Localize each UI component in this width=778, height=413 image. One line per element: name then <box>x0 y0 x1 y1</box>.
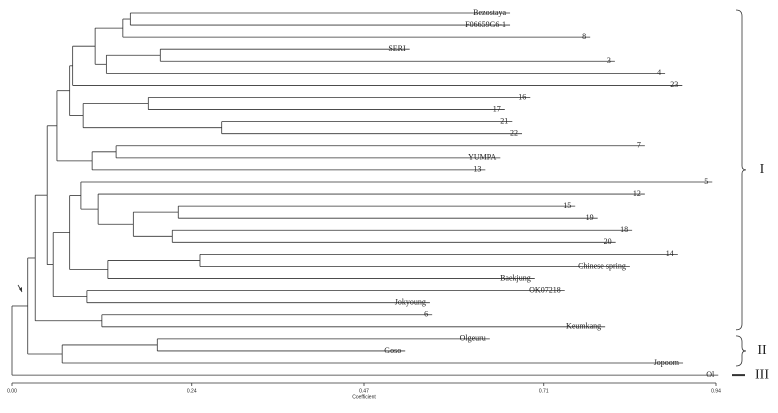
leaf-label: OK07218 <box>529 285 561 294</box>
arrow-head <box>19 287 22 292</box>
leaf-label: 15 <box>563 201 571 210</box>
leaf-label: Jokyoung <box>395 298 426 307</box>
leaf-label: 14 <box>666 249 674 258</box>
leaf-label: 12 <box>633 189 641 198</box>
leaf-label: F06659G6-1 <box>465 20 506 29</box>
leaf-label: 5 <box>704 177 708 186</box>
leaf-label: Olgeuru <box>460 334 486 343</box>
leaf-label: Keumkang <box>566 322 601 331</box>
leaf-label: YUMPA <box>468 153 496 162</box>
leaf-label: 19 <box>586 213 594 222</box>
x-tick-label: 0.94 <box>711 388 721 394</box>
x-axis-label: Coefficient <box>352 394 376 400</box>
leaf-label: Bezostaya <box>473 8 506 17</box>
group-label: II <box>757 343 767 358</box>
leaf-label: Jopoom <box>654 358 680 367</box>
group-label: I <box>760 162 765 177</box>
leaf-label: 20 <box>604 237 612 246</box>
leaf-label: 21 <box>500 116 508 125</box>
leaf-label: 23 <box>670 80 678 89</box>
group-label: III <box>755 367 769 382</box>
leaf-label: 6 <box>424 310 428 319</box>
leaf-label: 7 <box>637 141 641 150</box>
leaf-label: Ol <box>706 370 715 379</box>
group-bracket <box>735 9 747 331</box>
leaf-label: 22 <box>510 129 518 138</box>
leaf-label: 8 <box>582 32 586 41</box>
leaf-label: 4 <box>657 68 661 77</box>
leaf-label: 3 <box>607 56 611 65</box>
x-tick-label: 0.00 <box>7 388 17 394</box>
x-tick-label: 0.24 <box>187 388 197 394</box>
leaf-label: 13 <box>473 165 481 174</box>
x-tick-label: 0.71 <box>539 388 549 394</box>
group-bracket <box>735 335 747 367</box>
leaf-label: SERI <box>388 44 406 53</box>
leaf-label: Chinese spring <box>578 261 626 270</box>
leaf-label: 17 <box>493 104 501 113</box>
x-tick-label: 0.47 <box>359 388 369 394</box>
leaf-label: Baekjung <box>500 273 531 282</box>
leaf-label: 16 <box>518 92 526 101</box>
leaf-label: 18 <box>620 225 628 234</box>
leaf-label: Goso <box>384 346 401 355</box>
